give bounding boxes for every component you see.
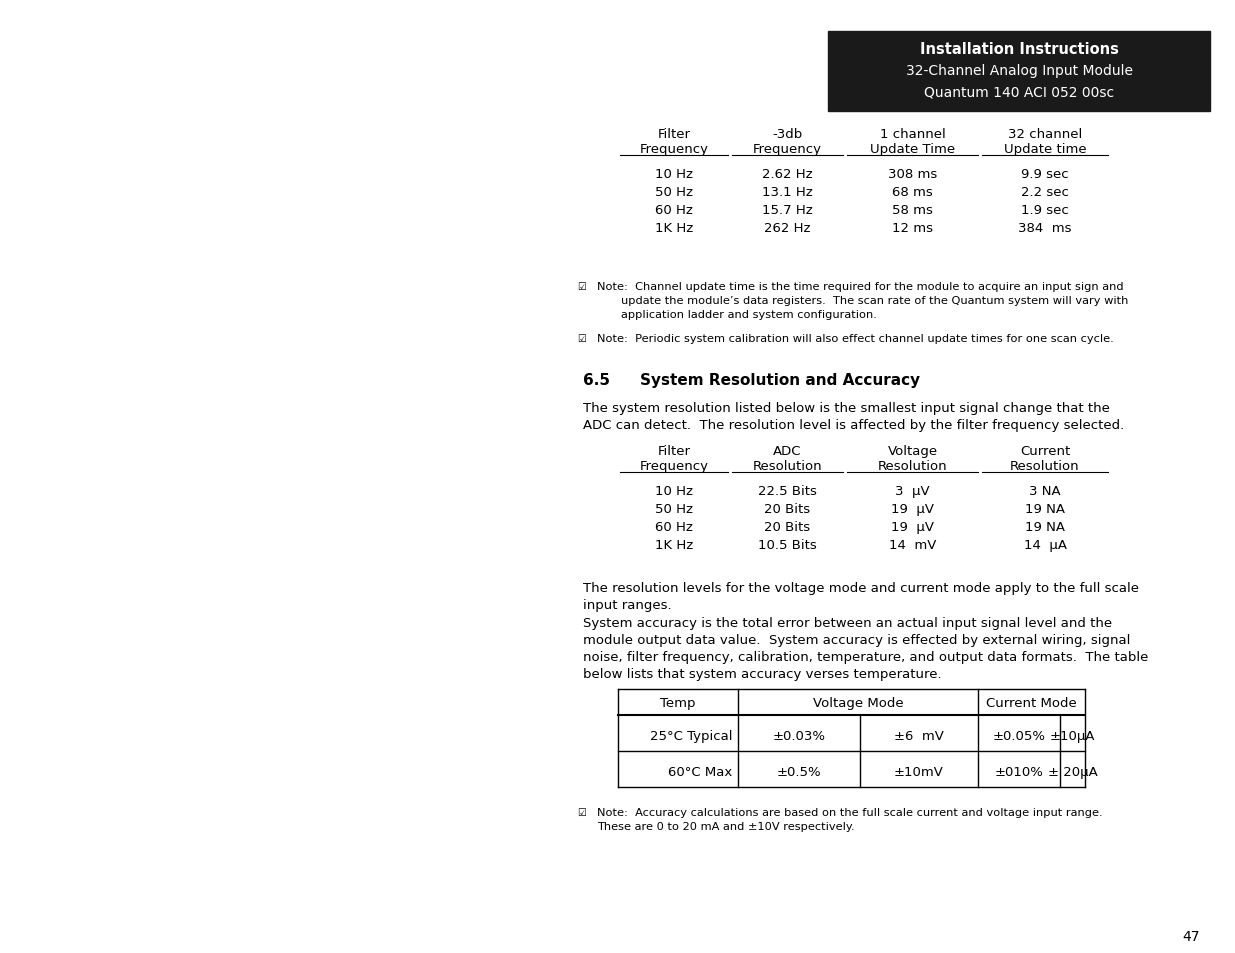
Text: Quantum 140 ACI 052 00sc: Quantum 140 ACI 052 00sc (924, 86, 1114, 100)
Text: update the module’s data registers.  The scan rate of the Quantum system will va: update the module’s data registers. The … (621, 295, 1129, 306)
Text: 3 NA: 3 NA (1029, 484, 1061, 497)
Text: Resolution: Resolution (878, 459, 947, 473)
Text: ☑: ☑ (577, 282, 585, 292)
Text: Frequency: Frequency (640, 143, 709, 156)
Text: ±0.05%: ±0.05% (993, 729, 1046, 742)
Text: application ladder and system configuration.: application ladder and system configurat… (621, 310, 877, 319)
Text: 50 Hz: 50 Hz (655, 186, 693, 199)
Text: Frequency: Frequency (753, 143, 823, 156)
Text: ± 20μA: ± 20μA (1047, 765, 1098, 779)
Text: 15.7 Hz: 15.7 Hz (762, 204, 813, 216)
Text: ☑: ☑ (577, 807, 585, 817)
Text: 308 ms: 308 ms (888, 168, 937, 181)
Text: 19  μV: 19 μV (890, 502, 934, 516)
Text: Temp: Temp (661, 697, 695, 709)
Text: ±10μA: ±10μA (1050, 729, 1095, 742)
Text: 50 Hz: 50 Hz (655, 502, 693, 516)
Text: Filter: Filter (657, 444, 690, 457)
Text: 19 NA: 19 NA (1025, 502, 1065, 516)
Text: module output data value.  System accuracy is effected by external wiring, signa: module output data value. System accurac… (583, 634, 1130, 646)
Text: 22.5 Bits: 22.5 Bits (758, 484, 816, 497)
Text: The system resolution listed below is the smallest input signal change that the: The system resolution listed below is th… (583, 401, 1110, 415)
Text: 1.9 sec: 1.9 sec (1021, 204, 1068, 216)
Text: input ranges.: input ranges. (583, 598, 672, 612)
Text: 1K Hz: 1K Hz (655, 222, 693, 234)
Bar (827, 32, 1210, 112)
Text: 2.62 Hz: 2.62 Hz (762, 168, 813, 181)
Text: below lists that system accuracy verses temperature.: below lists that system accuracy verses … (583, 667, 941, 680)
Text: 14  mV: 14 mV (889, 538, 936, 552)
Text: 60 Hz: 60 Hz (655, 520, 693, 534)
Text: Installation Instructions: Installation Instructions (920, 42, 1119, 57)
Text: Note:  Periodic system calibration will also effect channel update times for one: Note: Periodic system calibration will a… (597, 334, 1114, 344)
Text: noise, filter frequency, calibration, temperature, and output data formats.  The: noise, filter frequency, calibration, te… (583, 650, 1149, 663)
Text: 14  μA: 14 μA (1024, 538, 1067, 552)
Text: Resolution: Resolution (1010, 459, 1079, 473)
Text: 19 NA: 19 NA (1025, 520, 1065, 534)
Text: Filter: Filter (657, 128, 690, 141)
Text: Voltage Mode: Voltage Mode (813, 697, 903, 709)
Text: 32 channel: 32 channel (1008, 128, 1082, 141)
Text: ADC can detect.  The resolution level is affected by the filter frequency select: ADC can detect. The resolution level is … (583, 418, 1124, 432)
Text: ±10mV: ±10mV (894, 765, 944, 779)
Text: 20 Bits: 20 Bits (764, 502, 810, 516)
Text: 25°C Typical: 25°C Typical (650, 729, 732, 742)
Text: Frequency: Frequency (640, 459, 709, 473)
Text: Update time: Update time (1004, 143, 1087, 156)
Text: -3db: -3db (772, 128, 803, 141)
Text: ±6  mV: ±6 mV (894, 729, 944, 742)
Text: Current: Current (1020, 444, 1070, 457)
Text: ±0.03%: ±0.03% (773, 729, 825, 742)
Text: Note:  Channel update time is the time required for the module to acquire an inp: Note: Channel update time is the time re… (597, 282, 1124, 292)
Text: 10.5 Bits: 10.5 Bits (758, 538, 816, 552)
Text: 12 ms: 12 ms (892, 222, 932, 234)
Text: 32-Channel Analog Input Module: 32-Channel Analog Input Module (905, 64, 1132, 78)
Text: 1K Hz: 1K Hz (655, 538, 693, 552)
Text: System accuracy is the total error between an actual input signal level and the: System accuracy is the total error betwe… (583, 617, 1113, 629)
Text: ADC: ADC (773, 444, 802, 457)
Text: 47: 47 (1182, 929, 1200, 943)
Text: 60 Hz: 60 Hz (655, 204, 693, 216)
Text: 68 ms: 68 ms (892, 186, 932, 199)
Text: 58 ms: 58 ms (892, 204, 932, 216)
Text: System Resolution and Accuracy: System Resolution and Accuracy (640, 373, 920, 388)
Text: Current Mode: Current Mode (986, 697, 1077, 709)
Text: Update Time: Update Time (869, 143, 955, 156)
Text: 10 Hz: 10 Hz (655, 168, 693, 181)
Text: 60°C Max: 60°C Max (668, 765, 732, 779)
Text: 3  μV: 3 μV (895, 484, 930, 497)
Text: 19  μV: 19 μV (890, 520, 934, 534)
Text: 9.9 sec: 9.9 sec (1021, 168, 1068, 181)
Text: ☑: ☑ (577, 334, 585, 344)
Text: 20 Bits: 20 Bits (764, 520, 810, 534)
Text: 10 Hz: 10 Hz (655, 484, 693, 497)
Text: 2.2 sec: 2.2 sec (1021, 186, 1070, 199)
Text: The resolution levels for the voltage mode and current mode apply to the full sc: The resolution levels for the voltage mo… (583, 581, 1139, 595)
Text: These are 0 to 20 mA and ±10V respectively.: These are 0 to 20 mA and ±10V respective… (597, 821, 855, 831)
Text: 1 channel: 1 channel (879, 128, 945, 141)
Text: Voltage: Voltage (888, 444, 937, 457)
Text: ±010%: ±010% (994, 765, 1044, 779)
Text: Resolution: Resolution (752, 459, 823, 473)
Text: 13.1 Hz: 13.1 Hz (762, 186, 813, 199)
Text: 384  ms: 384 ms (1018, 222, 1072, 234)
Text: Note:  Accuracy calculations are based on the full scale current and voltage inp: Note: Accuracy calculations are based on… (597, 807, 1103, 817)
Text: ±0.5%: ±0.5% (777, 765, 821, 779)
Text: 6.5: 6.5 (583, 373, 610, 388)
Text: 262 Hz: 262 Hz (764, 222, 810, 234)
